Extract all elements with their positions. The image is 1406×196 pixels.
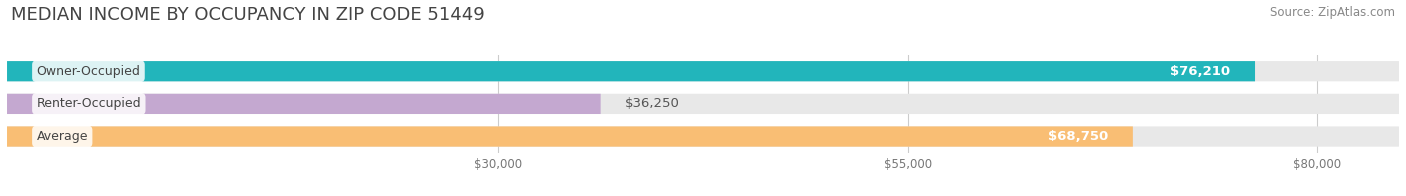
Text: Source: ZipAtlas.com: Source: ZipAtlas.com [1270, 6, 1395, 19]
Text: Average: Average [37, 130, 89, 143]
FancyBboxPatch shape [7, 61, 1399, 81]
FancyBboxPatch shape [7, 61, 1256, 81]
Text: Renter-Occupied: Renter-Occupied [37, 97, 141, 110]
FancyBboxPatch shape [7, 94, 600, 114]
Text: $36,250: $36,250 [626, 97, 681, 110]
Text: Owner-Occupied: Owner-Occupied [37, 65, 141, 78]
Text: $68,750: $68,750 [1047, 130, 1108, 143]
FancyBboxPatch shape [7, 94, 1399, 114]
Text: MEDIAN INCOME BY OCCUPANCY IN ZIP CODE 51449: MEDIAN INCOME BY OCCUPANCY IN ZIP CODE 5… [11, 6, 485, 24]
Text: $76,210: $76,210 [1170, 65, 1230, 78]
FancyBboxPatch shape [7, 126, 1133, 147]
FancyBboxPatch shape [7, 126, 1399, 147]
